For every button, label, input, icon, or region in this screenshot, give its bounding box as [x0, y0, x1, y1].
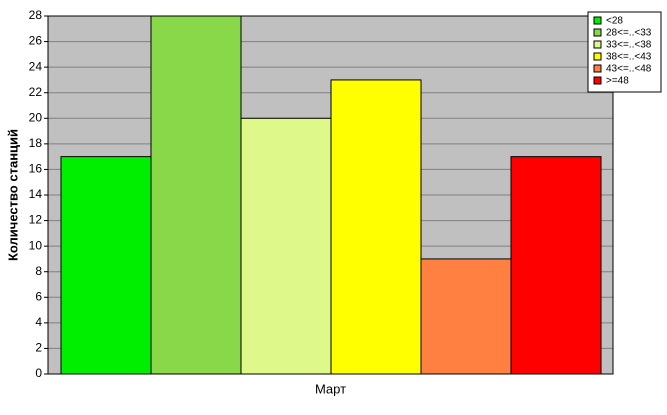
legend-swatch: [593, 52, 602, 61]
legend-swatch: [593, 16, 602, 25]
y-tick-label: 20: [29, 110, 43, 124]
y-tick-label: 0: [35, 366, 42, 380]
y-tick-label: 14: [29, 187, 43, 201]
bar: [330, 79, 422, 375]
legend-label: 28<=..<33: [606, 28, 652, 39]
bar: [150, 15, 242, 375]
legend-swatch: [593, 40, 602, 49]
y-tick-label: 10: [29, 238, 43, 252]
legend-label: <28: [606, 16, 623, 27]
y-tick-label: 4: [35, 315, 42, 329]
plot-border: [47, 15, 614, 375]
y-tick-label: 8: [35, 264, 42, 278]
y-tick-label: 24: [29, 59, 43, 73]
legend-label: 43<=..<48: [606, 64, 652, 75]
legend-label: >=48: [606, 76, 629, 87]
legend: <2828<=..<3333<=..<3838<=..<4343<=..<48>…: [587, 11, 662, 93]
legend-label: 33<=..<38: [606, 40, 652, 51]
bar: [510, 156, 602, 375]
y-tick-label: 12: [29, 213, 43, 227]
bar: [60, 156, 152, 375]
bar: [420, 258, 512, 375]
y-tick-label: 26: [29, 34, 43, 48]
x-tick-label: Март: [315, 381, 346, 396]
y-tick-label: 16: [29, 162, 43, 176]
y-tick-label: 18: [29, 136, 43, 150]
y-axis-label: Количество станций: [5, 129, 20, 261]
legend-label: 38<=..<43: [606, 52, 652, 63]
legend-swatch: [593, 28, 602, 37]
y-tick-label: 28: [29, 8, 43, 22]
y-tick-label: 22: [29, 85, 43, 99]
legend-swatch: [593, 76, 602, 85]
y-tick-label: 6: [35, 289, 42, 303]
bar: [240, 117, 332, 375]
y-tick-label: 2: [35, 341, 42, 355]
legend-box: [587, 11, 662, 93]
legend-swatch: [593, 64, 602, 73]
